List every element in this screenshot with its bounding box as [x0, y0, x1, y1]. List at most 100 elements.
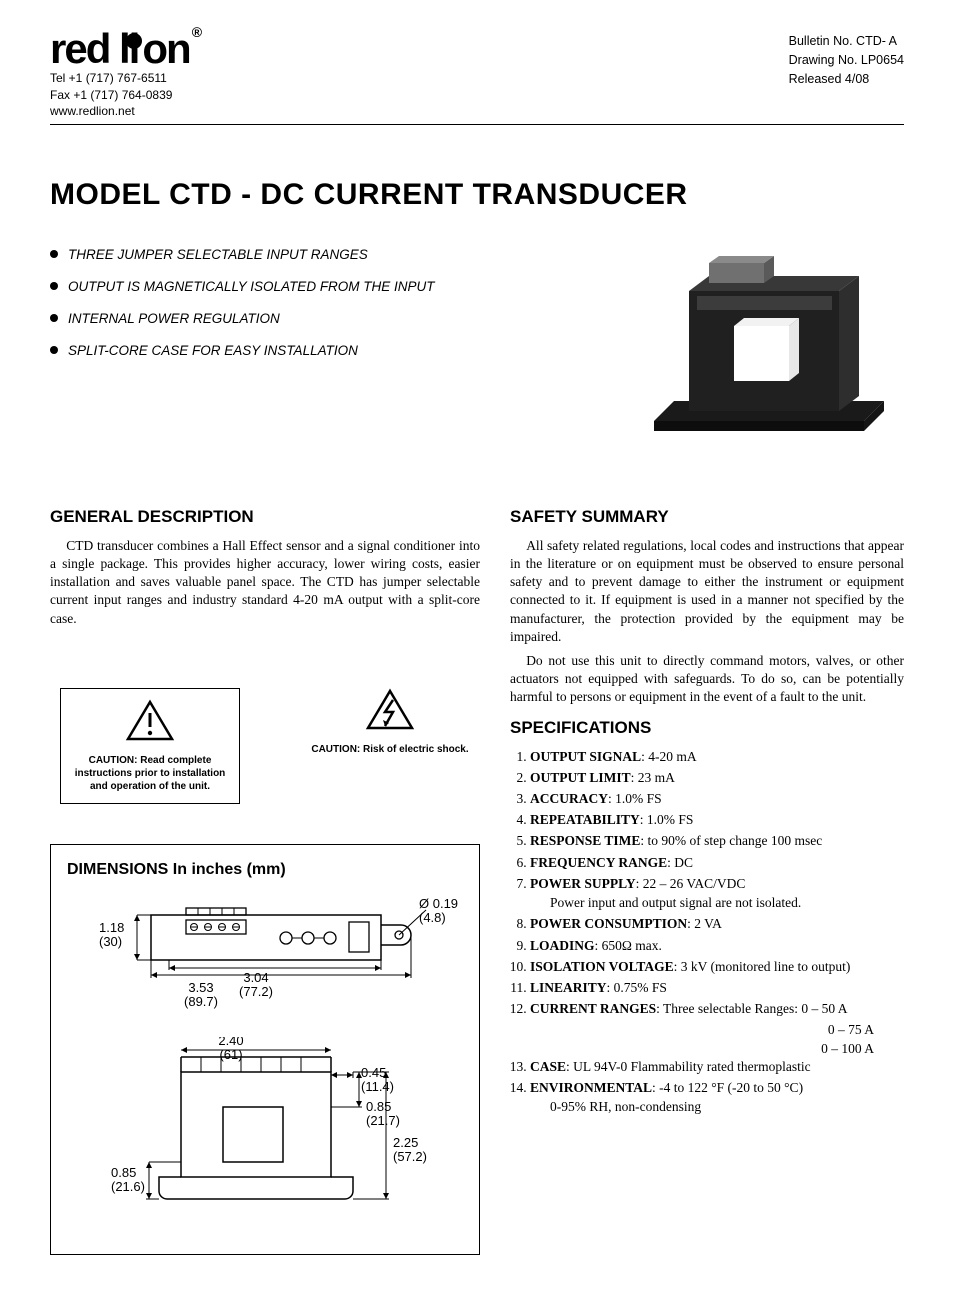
drawing-line: Drawing No. LP0654	[789, 51, 904, 70]
dim-dia-mm: (4.8)	[419, 910, 446, 925]
shock-icon	[365, 688, 415, 732]
spec-value: : 1.0% FS	[608, 791, 662, 806]
header-left: red lion® Tel +1 (717) 767-6511 Fax +1 (…	[50, 30, 198, 120]
released-line: Released 4/08	[789, 70, 904, 89]
dim-h-top-mm: (30)	[99, 934, 122, 949]
general-heading: GENERAL DESCRIPTION	[50, 506, 480, 529]
spec-item: ENVIRONMENTAL: -4 to 122 °F (-20 to 50 °…	[530, 1079, 904, 1097]
dim-w-body-mm: (61)	[219, 1047, 242, 1062]
spec-value: : 22 – 26 VAC/VDC	[636, 876, 746, 891]
two-columns: GENERAL DESCRIPTION CTD transducer combi…	[50, 496, 904, 1255]
dim-dia: Ø 0.19	[419, 896, 458, 911]
dim-w-inner: 3.04	[243, 970, 268, 985]
dim-h-upper: 0.85	[366, 1099, 391, 1114]
caution-shock: CAUTION: Risk of electric shock.	[300, 688, 480, 756]
dim-w-lip: 0.45	[361, 1065, 386, 1080]
spec-item: FREQUENCY RANGE: DC	[530, 854, 904, 872]
caution2-text: CAUTION: Risk of electric shock.	[300, 743, 480, 756]
spec-item: POWER SUPPLY: 22 – 26 VAC/VDC	[530, 875, 904, 893]
spec-value: : DC	[667, 855, 693, 870]
spec-label: OUTPUT LIMIT	[530, 770, 631, 785]
product-svg	[634, 251, 894, 451]
spec-value: : 1.0% FS	[640, 812, 694, 827]
spec-value: : -4 to 122 °F (-20 to 50 °C)	[652, 1080, 803, 1095]
feature-item: THREE JUMPER SELECTABLE INPUT RANGES	[68, 246, 435, 264]
spec-item: LOADING: 650Ω max.	[530, 937, 904, 955]
spec-item: CASE: UL 94V-0 Flammability rated thermo…	[530, 1058, 904, 1076]
spec-item: ACCURACY: 1.0% FS	[530, 790, 904, 808]
spec-subline: 0-95% RH, non-condensing	[530, 1098, 904, 1116]
top-row: THREE JUMPER SELECTABLE INPUT RANGES OUT…	[50, 246, 904, 456]
fax-line: Fax +1 (717) 764-0839	[50, 87, 198, 104]
frontview-svg: 2.40 (61) 0.45 (11.4) 0.85 (21.7) 2.25 (…	[61, 1037, 461, 1227]
product-image	[624, 246, 904, 456]
spec-label: ENVIRONMENTAL	[530, 1080, 652, 1095]
spec-item: OUTPUT LIMIT: 23 mA	[530, 769, 904, 787]
spec-item: ISOLATION VOLTAGE: 3 kV (monitored line …	[530, 958, 904, 976]
specs-list: OUTPUT SIGNAL: 4-20 mA OUTPUT LIMIT: 23 m…	[510, 748, 904, 1117]
spec-label: ACCURACY	[530, 791, 608, 806]
feature-item: INTERNAL POWER REGULATION	[68, 310, 435, 328]
spec-item: POWER CONSUMPTION: 2 VA	[530, 915, 904, 933]
warning-icon	[125, 699, 175, 743]
spec-label: CURRENT RANGES	[530, 1001, 656, 1016]
spec-item: OUTPUT SIGNAL: 4-20 mA	[530, 748, 904, 766]
tel-line: Tel +1 (717) 767-6511	[50, 70, 198, 87]
spec-value: : 23 mA	[631, 770, 675, 785]
contact-info: Tel +1 (717) 767-6511 Fax +1 (717) 764-0…	[50, 70, 198, 120]
specs-heading: SPECIFICATIONS	[510, 717, 904, 740]
left-column: GENERAL DESCRIPTION CTD transducer combi…	[50, 496, 480, 1255]
spec-label: RESPONSE TIME	[530, 833, 640, 848]
feature-item: SPLIT-CORE CASE FOR EASY INSTALLATION	[68, 342, 435, 360]
dim-h-top: 1.18	[99, 920, 124, 935]
dim-h-total-mm: (57.2)	[393, 1149, 427, 1164]
bulletin-line: Bulletin No. CTD- A	[789, 32, 904, 51]
caution-read-instructions: CAUTION: Read complete instructions prio…	[60, 688, 240, 804]
spec-label: OUTPUT SIGNAL	[530, 749, 641, 764]
spec-label: LINEARITY	[530, 980, 607, 995]
right-column: SAFETY SUMMARY All safety related regula…	[510, 496, 904, 1255]
dimensions-heading: DIMENSIONS In inches (mm)	[67, 859, 469, 881]
spec-value: : UL 94V-0 Flammability rated thermoplas…	[566, 1059, 811, 1074]
spec-item: RESPONSE TIME: to 90% of step change 100…	[530, 832, 904, 850]
safety-heading: SAFETY SUMMARY	[510, 506, 904, 529]
spec-value: : 4-20 mA	[641, 749, 697, 764]
caution1-text: CAUTION: Read complete instructions prio…	[69, 754, 231, 793]
spec-value: : to 90% of step change 100 msec	[640, 833, 822, 848]
dim-h-upper-mm: (21.7)	[366, 1113, 400, 1128]
doc-info: Bulletin No. CTD- A Drawing No. LP0654 R…	[789, 30, 904, 88]
spec-label: POWER CONSUMPTION	[530, 916, 687, 931]
web-line: www.redlion.net	[50, 103, 198, 120]
dimensions-box: DIMENSIONS In inches (mm)	[50, 844, 480, 1255]
dim-w-lip-mm: (11.4)	[361, 1079, 394, 1094]
spec-value: : Three selectable Ranges: 0 – 50 A	[656, 1001, 847, 1016]
caution-row: CAUTION: Read complete instructions prio…	[50, 688, 480, 804]
general-body: CTD transducer combines a Hall Effect se…	[50, 537, 480, 628]
page-header: red lion® Tel +1 (717) 767-6511 Fax +1 (…	[50, 30, 904, 125]
spec-label: REPEATABILITY	[530, 812, 640, 827]
dim-h-base: 0.85	[111, 1165, 136, 1180]
spec-label: FREQUENCY RANGE	[530, 855, 667, 870]
spec-item: CURRENT RANGES: Three selectable Ranges:…	[530, 1000, 904, 1018]
dim-h-base-mm: (21.6)	[111, 1179, 145, 1194]
spec-label: POWER SUPPLY	[530, 876, 636, 891]
feature-list: THREE JUMPER SELECTABLE INPUT RANGES OUT…	[50, 246, 435, 375]
dim-w-outer: 3.53	[188, 980, 213, 995]
spec-label: LOADING	[530, 938, 595, 953]
topview-svg: 1.18 (30) Ø 0.19 (4.8) 3.04 (77.2) 3.53 …	[61, 890, 461, 1030]
spec-label: CASE	[530, 1059, 566, 1074]
dim-w-outer-mm: (89.7)	[184, 994, 218, 1009]
spec-item: LINEARITY: 0.75% FS	[530, 979, 904, 997]
spec-value: : 3 kV (monitored line to output)	[674, 959, 851, 974]
safety-p1: All safety related regulations, local co…	[510, 537, 904, 646]
spec-subline: Power input and output signal are not is…	[530, 894, 904, 912]
spec-value: : 650Ω max.	[595, 938, 662, 953]
spec-value: : 0.75% FS	[607, 980, 667, 995]
spec-label: ISOLATION VOLTAGE	[530, 959, 674, 974]
dim-h-total: 2.25	[393, 1135, 418, 1150]
spec-value: : 2 VA	[687, 916, 722, 931]
dim-w-inner-mm: (77.2)	[239, 984, 273, 999]
spec-extra-range: 0 – 75 A	[530, 1021, 904, 1039]
company-logo: red lion®	[50, 30, 198, 68]
safety-p2: Do not use this unit to directly command…	[510, 652, 904, 707]
